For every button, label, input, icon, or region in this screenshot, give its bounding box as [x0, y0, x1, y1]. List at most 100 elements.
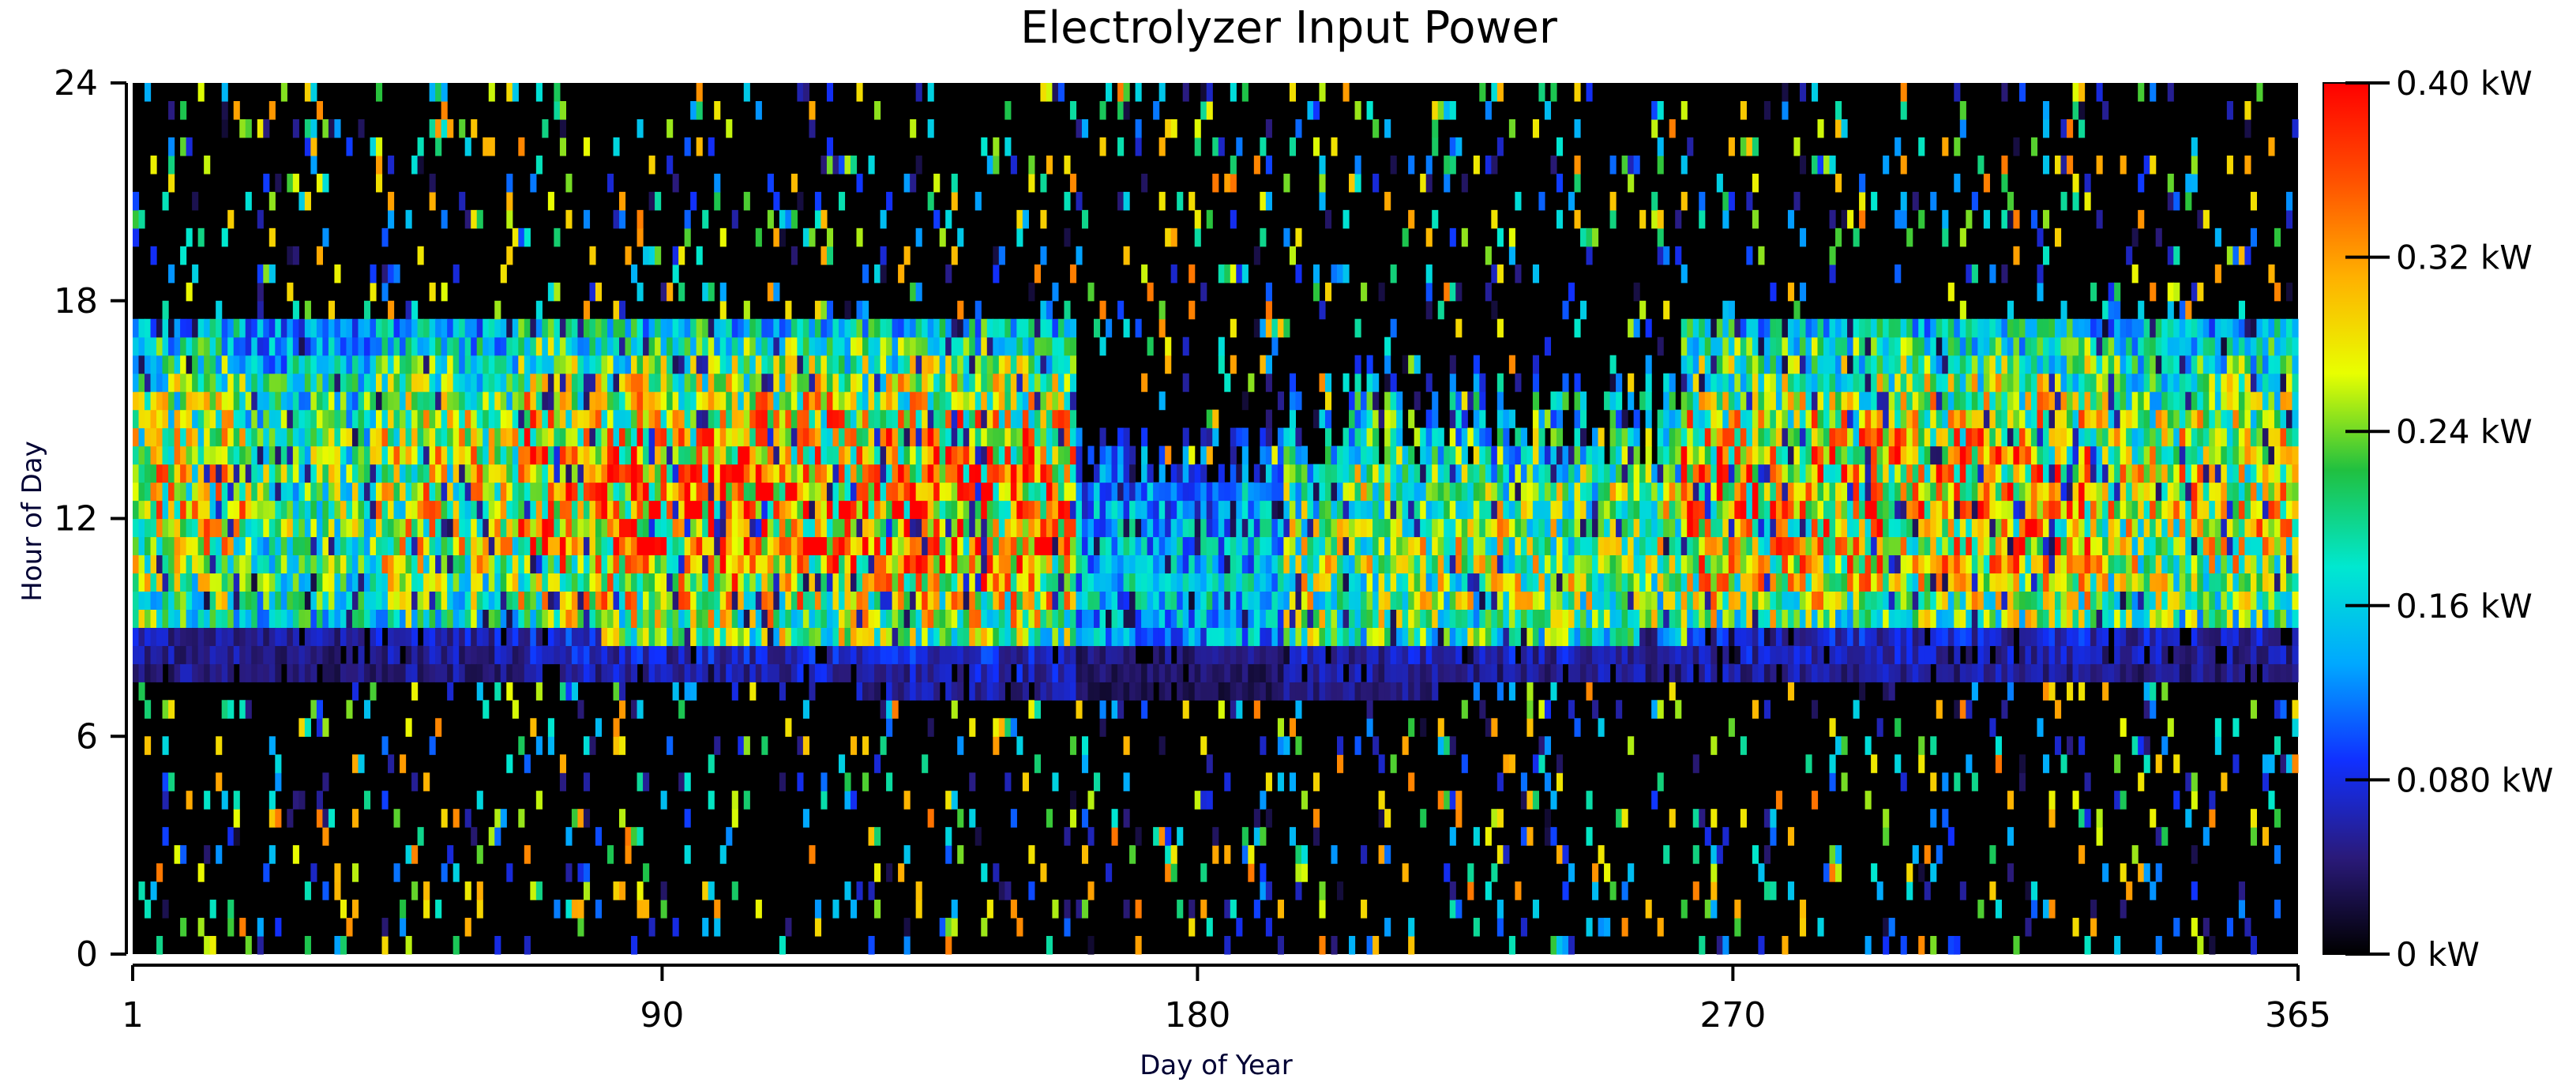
heatmap-cell [719, 445, 727, 465]
heatmap-cell [1052, 336, 1059, 356]
heatmap-cell [268, 373, 276, 393]
heatmap-cell [334, 464, 341, 483]
heatmap-cell [1271, 554, 1279, 574]
heatmap-cell [1069, 627, 1077, 646]
heatmap-cell [1408, 500, 1415, 520]
heatmap-cell [702, 627, 709, 646]
heatmap-cell [856, 464, 863, 483]
heatmap-cell [257, 336, 264, 356]
heatmap-cell [643, 373, 650, 393]
heatmap-cell [328, 409, 336, 429]
heatmap-cell [850, 500, 858, 520]
heatmap-cell [518, 391, 525, 411]
heatmap-cell [423, 445, 430, 465]
heatmap-cell [1182, 500, 1189, 520]
heatmap-cell [773, 355, 780, 374]
heatmap-cell [1230, 700, 1237, 719]
heatmap-cell [535, 536, 543, 556]
heatmap-cell [518, 663, 525, 682]
heatmap-cell [850, 427, 858, 447]
heatmap-cell [933, 173, 941, 193]
heatmap-cell [951, 464, 958, 483]
heatmap-cell [1040, 482, 1047, 502]
heatmap-cell [595, 536, 603, 556]
heatmap-cell [209, 318, 216, 338]
heatmap-cell [1408, 591, 1415, 610]
heatmap-cell [886, 772, 893, 791]
heatmap-cell [471, 645, 478, 664]
heatmap-cell [886, 355, 893, 374]
heatmap-cell [1277, 645, 1284, 664]
heatmap-cell [1040, 391, 1047, 411]
heatmap-cell [886, 500, 893, 520]
heatmap-cell [340, 663, 347, 682]
heatmap-cell [785, 663, 792, 682]
heatmap-cell [868, 355, 875, 374]
heatmap-cell [1331, 627, 1338, 646]
heatmap-cell [150, 445, 157, 465]
heatmap-cell [351, 682, 359, 701]
heatmap-cell [731, 391, 738, 411]
heatmap-cell [1301, 482, 1309, 502]
heatmap-cell [494, 391, 501, 411]
heatmap-cell [1271, 591, 1279, 610]
heatmap-cell [197, 863, 205, 882]
heatmap-cell [488, 409, 495, 429]
heatmap-cell [785, 554, 792, 574]
heatmap-cell [898, 464, 905, 483]
heatmap-cell [1016, 318, 1023, 338]
heatmap-cell [696, 464, 703, 483]
heatmap-cell [512, 83, 519, 102]
heatmap-cell [826, 137, 834, 156]
heatmap-cell [1052, 627, 1059, 646]
heatmap-cell [678, 700, 685, 719]
heatmap-cell [500, 554, 507, 574]
heatmap-cell [1106, 645, 1113, 664]
heatmap-cell [1117, 300, 1125, 320]
heatmap-cell [192, 445, 199, 465]
heatmap-cell [411, 300, 419, 320]
heatmap-cell [1123, 427, 1130, 447]
heatmap-cell [565, 173, 573, 193]
heatmap-cell [168, 409, 175, 429]
heatmap-cell [263, 409, 270, 429]
heatmap-cell [162, 500, 169, 520]
heatmap-cell [447, 609, 454, 628]
heatmap-cell [393, 482, 400, 502]
heatmap-cell [1117, 500, 1125, 520]
heatmap-cell [868, 536, 875, 556]
heatmap-cell [1069, 482, 1077, 502]
heatmap-cell [802, 482, 809, 502]
heatmap-cell [1022, 427, 1029, 447]
heatmap-cell [1200, 609, 1207, 628]
heatmap-cell [963, 373, 970, 393]
heatmap-cell [1378, 809, 1385, 828]
heatmap-cell [476, 482, 483, 502]
heatmap-cell [773, 318, 780, 338]
heatmap-cell [381, 355, 389, 374]
heatmap-cell [1414, 427, 1421, 447]
heatmap-cell [631, 264, 638, 284]
heatmap-cell [405, 336, 412, 356]
heatmap-cell [1372, 482, 1380, 502]
heatmap-cell [785, 336, 792, 356]
heatmap-cell [1331, 682, 1338, 701]
heatmap-cell [1260, 318, 1267, 338]
heatmap-cell [714, 500, 721, 520]
heatmap-cell [696, 536, 703, 556]
heatmap-cell [251, 373, 258, 393]
heatmap-cell [1069, 663, 1077, 682]
heatmap-cell [951, 573, 958, 592]
heatmap-cell [886, 609, 893, 628]
heatmap-cell [672, 609, 679, 628]
heatmap-cell [933, 409, 941, 429]
heatmap-cell [1253, 827, 1260, 846]
heatmap-cell [263, 573, 270, 592]
heatmap-cell [838, 554, 846, 574]
heatmap-cell [945, 573, 952, 592]
heatmap-cell [1271, 464, 1279, 483]
heatmap-cell [494, 936, 501, 955]
heatmap-cell [820, 518, 828, 538]
heatmap-cell [797, 318, 804, 338]
heatmap-cell [1188, 264, 1196, 284]
